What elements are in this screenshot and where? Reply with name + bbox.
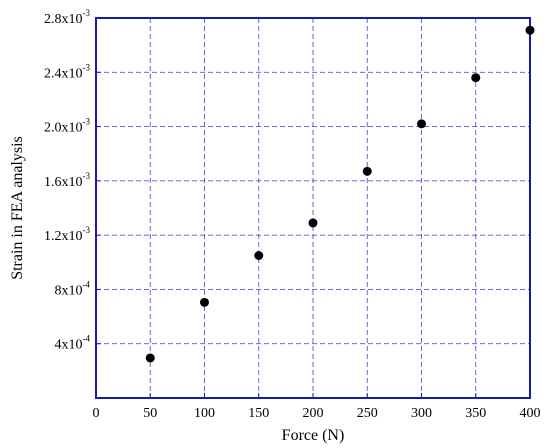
x-tick-label: 50: [143, 406, 157, 421]
y-tick-label: 8x10-4: [55, 279, 91, 298]
grid-lines: [96, 18, 530, 398]
data-point: [145, 353, 155, 363]
y-tick-label: 1.6x10-3: [44, 171, 90, 190]
data-points: [145, 25, 535, 363]
x-tick-label: 100: [194, 406, 215, 421]
x-tick-label: 400: [520, 406, 541, 421]
data-point: [525, 25, 535, 35]
x-tick-label: 200: [303, 406, 324, 421]
y-tick-label: 2.0x10-3: [44, 117, 90, 136]
x-tick-label: 0: [93, 406, 100, 421]
data-point: [200, 297, 209, 307]
y-axis-title: Strain in FEA analysis: [9, 136, 26, 280]
data-point: [308, 218, 318, 228]
axis-ticks: 0 50 100 150 200 250 300 350 400 4x10-4 8x10-4 1.2x…: [44, 8, 541, 421]
x-tick-label: 150: [248, 406, 269, 421]
x-tick-label: 300: [411, 406, 432, 421]
data-point: [254, 251, 264, 260]
x-tick-label: 250: [357, 406, 378, 421]
y-tick-label: 4x10-4: [55, 334, 91, 353]
data-point: [362, 166, 372, 176]
x-axis-title: Force (N): [282, 427, 345, 444]
y-tick-label: 2.8x10-3: [44, 8, 90, 27]
y-tick-label: 2.4x10-3: [44, 62, 90, 81]
data-point: [417, 119, 426, 129]
x-tick-label: 350: [465, 406, 486, 421]
data-point: [471, 73, 481, 83]
y-tick-label: 1.2x10-3: [44, 225, 90, 244]
